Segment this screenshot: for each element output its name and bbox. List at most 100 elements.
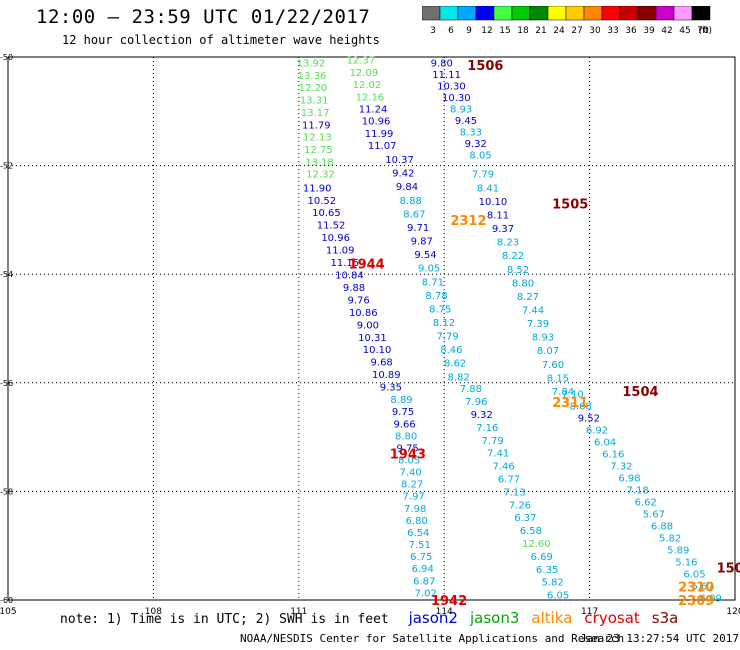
wave-height-value: 7.02	[415, 588, 437, 599]
wave-height-value: 6.54	[407, 528, 429, 539]
wave-height-value: 5.82	[542, 578, 564, 589]
legend-value: 24	[553, 26, 565, 36]
wave-height-value: 9.37	[492, 224, 514, 235]
wave-height-value: 12.16	[356, 92, 385, 103]
wave-height-value: 9.54	[414, 250, 436, 261]
legend-value: 21	[535, 26, 546, 36]
wave-height-value: 9.71	[407, 223, 429, 234]
y-tick-label: -60	[0, 596, 13, 605]
wave-height-value: 5.67	[643, 509, 665, 520]
wave-height-value: 7.88	[460, 384, 482, 395]
legend-value: 42	[661, 26, 672, 36]
wave-height-value: 6.92	[586, 426, 608, 437]
wave-height-value: 9.75	[396, 443, 418, 454]
wave-height-value: 7.79	[482, 436, 504, 447]
legend-value: 6	[448, 26, 454, 36]
map-frame	[7, 56, 736, 601]
wave-height-value: 6.58	[520, 526, 542, 537]
wave-height-value: 7.10	[562, 390, 584, 401]
wave-height-value: 8.23	[497, 238, 519, 249]
y-tick-label: -52	[0, 162, 13, 171]
wave-height-value: 6.87	[413, 576, 435, 587]
wave-height-value: 8.41	[477, 183, 499, 194]
wave-height-value: 7.79	[437, 332, 459, 343]
legend-value: 36	[625, 26, 637, 36]
wave-height-value: 8.68	[570, 402, 592, 413]
pass-number-label: 1942	[431, 594, 467, 609]
map-title: 12:00 – 23:59 UTC 01/22/2017	[36, 6, 371, 28]
wave-height-value: 13.18	[305, 157, 334, 168]
wave-height-value: 13.17	[301, 108, 330, 119]
wave-height-value: 11.15	[331, 258, 360, 269]
wave-height-value: 9.88	[343, 283, 365, 294]
wave-height-value: 9.68	[371, 358, 393, 369]
wave-height-value: 9.05	[418, 264, 440, 275]
satellite-legend-item: cryosat	[584, 609, 640, 627]
wave-height-value: 11.11	[432, 70, 461, 81]
wave-height-value: 10.84	[335, 271, 364, 282]
wave-height-value: 6.88	[651, 521, 673, 532]
pass-number-label: 2309	[678, 594, 714, 609]
wave-height-value: 7.79	[472, 170, 494, 181]
wave-height-value: 11.99	[365, 129, 394, 140]
wave-height-value: 13.92	[297, 58, 326, 69]
wave-height-value: 7.98	[404, 504, 426, 515]
pass-number-label: 1505	[552, 198, 588, 213]
wave-height-value: 7.26	[509, 500, 531, 511]
legend-value: 33	[607, 26, 618, 36]
wave-height-value: 6.35	[536, 565, 558, 576]
wave-height-value: 6.04	[594, 438, 616, 449]
note-text: note: 1) Time is in UTC; 2) SWH is in fe…	[60, 612, 389, 627]
wave-height-value: 8.80	[512, 278, 534, 289]
wave-height-value: 9.35	[380, 383, 402, 394]
legend-value: 9	[466, 26, 472, 36]
pass-number-label: 1504	[622, 385, 658, 400]
legend-value: 15	[499, 26, 510, 36]
wave-height-value: 13.31	[300, 96, 329, 107]
wave-height-value: 9.80	[431, 58, 453, 69]
wave-height-value: 8.62	[444, 359, 466, 370]
wave-height-value: 7.44	[522, 305, 544, 316]
legend-value: 39	[643, 26, 655, 36]
wave-height-value: 11.90	[303, 183, 332, 194]
legend-unit: (ft)	[698, 26, 712, 36]
wave-height-value: 10.37	[385, 155, 414, 166]
wave-height-value: 9.32	[471, 410, 493, 421]
wave-height-value: 8.80	[395, 431, 417, 442]
legend-row: note: 1) Time is in UTC; 2) SWH is in fe…	[60, 609, 678, 627]
wave-height-value: 8.05	[398, 455, 420, 466]
footer-credit: NOAA/NESDIS Center for Satellite Applica…	[240, 632, 625, 645]
wave-height-value: 7.41	[487, 449, 509, 460]
pass-number-label: 1506	[467, 59, 503, 74]
wave-height-value: 8.93	[532, 333, 554, 344]
wave-height-value: 6.69	[531, 552, 553, 563]
wave-height-value: 6.05	[547, 591, 569, 602]
pass-number-label: 2312	[450, 214, 486, 229]
satellite-legend-item: jason2	[408, 609, 458, 627]
pass-number-label: 1944	[349, 257, 385, 272]
x-tick-label: 120	[726, 607, 740, 617]
wave-height-value: 5.82	[659, 533, 681, 544]
wave-height-value: 7.84	[552, 387, 574, 398]
wave-height-value: 12.20	[299, 83, 328, 94]
wave-height-value: 9.45	[455, 116, 477, 127]
wave-height-value: 8.22	[502, 251, 524, 262]
wave-height-value: 7.97	[403, 492, 425, 503]
wave-height-value: 8.71	[422, 277, 444, 288]
wave-height-value: 8.33	[460, 128, 482, 139]
wave-height-value: 8.93	[450, 105, 472, 116]
wave-height-value: 8.75	[429, 304, 451, 315]
wave-height-value: 8.82	[448, 372, 470, 383]
satellite-legend-item: jason3	[469, 609, 520, 627]
wave-height-value: 13.36	[298, 71, 327, 82]
legend-value: 27	[571, 26, 582, 36]
x-tick-label: 108	[145, 607, 162, 617]
wave-height-value: 12.32	[306, 170, 335, 181]
wave-height-value: 7.13	[503, 487, 525, 498]
wave-height-value: 8.12	[433, 318, 455, 329]
wave-height-value: 6.98	[618, 474, 640, 485]
wave-height-value: 9.52	[578, 414, 600, 425]
wave-height-value: 7.60	[542, 360, 564, 371]
wave-height-value: 10.52	[308, 196, 337, 207]
